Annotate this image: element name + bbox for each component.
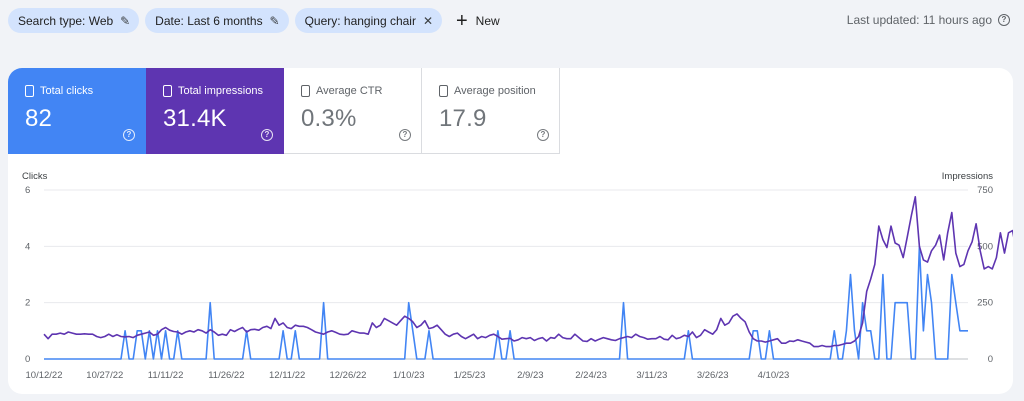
pencil-icon[interactable]: ✎ bbox=[269, 13, 280, 28]
plus-icon: + bbox=[455, 9, 468, 32]
left-tick-label: 2 bbox=[25, 298, 30, 309]
help-icon[interactable]: ? bbox=[399, 129, 411, 141]
right-tick-label: 250 bbox=[977, 298, 993, 309]
help-icon[interactable]: ? bbox=[123, 129, 135, 141]
x-tick-label: 3/26/23 bbox=[697, 370, 729, 381]
help-icon[interactable]: ? bbox=[261, 129, 273, 141]
x-tick-label: 1/10/23 bbox=[393, 370, 425, 381]
filter-chip-label: Search type: Web bbox=[18, 13, 114, 28]
left-tick-label: 4 bbox=[25, 241, 30, 252]
x-tick-label: 10/12/22 bbox=[26, 370, 63, 381]
help-icon[interactable]: ? bbox=[998, 14, 1010, 26]
last-updated: Last updated: 11 hours ago ? bbox=[847, 13, 1010, 27]
x-tick-label: 10/27/22 bbox=[86, 370, 123, 381]
metric-average-ctr[interactable]: Average CTR 0.3% ? bbox=[284, 68, 422, 154]
close-icon[interactable]: ✕ bbox=[422, 13, 433, 28]
right-tick-label: 750 bbox=[977, 185, 993, 196]
right-tick-label: 0 bbox=[988, 354, 993, 365]
filter-chip-query[interactable]: Query: hanging chair ✕ bbox=[294, 8, 442, 33]
filter-bar: Search type: Web ✎ Date: Last 6 months ✎… bbox=[8, 8, 500, 33]
x-tick-label: 12/26/22 bbox=[329, 370, 366, 381]
x-tick-label: 2/9/23 bbox=[517, 370, 543, 381]
filter-chip-label: Query: hanging chair bbox=[304, 13, 416, 28]
metric-value: 17.9 bbox=[439, 105, 487, 132]
left-tick-label: 6 bbox=[25, 185, 30, 196]
performance-card: Total clicks 82 ? Total impressions 31.4… bbox=[8, 68, 1013, 394]
last-updated-label: Last updated: 11 hours ago bbox=[846, 13, 992, 27]
x-tick-label: 2/24/23 bbox=[575, 370, 607, 381]
x-tick-label: 11/26/22 bbox=[208, 370, 244, 381]
right-axis-title: Impressions bbox=[942, 171, 993, 182]
x-tick-label: 12/11/22 bbox=[269, 370, 305, 381]
metric-label: Average position bbox=[454, 85, 536, 97]
left-tick-label: 0 bbox=[25, 354, 30, 365]
metric-label: Average CTR bbox=[316, 85, 383, 97]
x-tick-label: 11/11/22 bbox=[148, 370, 184, 381]
x-tick-label: 4/10/23 bbox=[758, 370, 790, 381]
pencil-icon[interactable]: ✎ bbox=[120, 13, 131, 28]
x-tick-label: 3/11/23 bbox=[636, 370, 667, 381]
filter-chip-search-type[interactable]: Search type: Web ✎ bbox=[8, 8, 140, 33]
metric-value: 31.4K bbox=[163, 105, 227, 132]
new-filter-button[interactable]: + New bbox=[456, 11, 500, 31]
metric-label: Total clicks bbox=[40, 85, 94, 97]
filter-chip-date[interactable]: Date: Last 6 months ✎ bbox=[145, 8, 289, 33]
checkbox-icon[interactable] bbox=[163, 85, 172, 97]
metric-average-position[interactable]: Average position 17.9 ? bbox=[422, 68, 560, 154]
x-tick-label: 1/25/23 bbox=[454, 370, 486, 381]
right-tick-label: 500 bbox=[977, 241, 993, 252]
metric-tabs: Total clicks 82 ? Total impressions 31.4… bbox=[8, 68, 560, 154]
metric-label: Total impressions bbox=[178, 85, 263, 97]
clicks-series-line bbox=[44, 245, 968, 360]
impressions-series-line bbox=[43, 195, 1013, 348]
checkbox-icon[interactable] bbox=[301, 85, 310, 97]
metric-total-clicks[interactable]: Total clicks 82 ? bbox=[8, 68, 146, 154]
metric-value: 0.3% bbox=[301, 105, 357, 132]
new-filter-label: New bbox=[475, 13, 500, 28]
left-axis-title: Clicks bbox=[22, 171, 48, 182]
performance-chart[interactable]: Clicks Impressions 6 750 4 500 2 250 0 0 10/12/2… bbox=[8, 168, 1013, 394]
metric-total-impressions[interactable]: Total impressions 31.4K ? bbox=[146, 68, 284, 154]
checkbox-icon[interactable] bbox=[439, 85, 448, 97]
filter-chip-label: Date: Last 6 months bbox=[155, 13, 263, 28]
help-icon[interactable]: ? bbox=[537, 129, 549, 141]
metric-value: 82 bbox=[25, 105, 53, 132]
checkbox-icon[interactable] bbox=[25, 85, 34, 97]
